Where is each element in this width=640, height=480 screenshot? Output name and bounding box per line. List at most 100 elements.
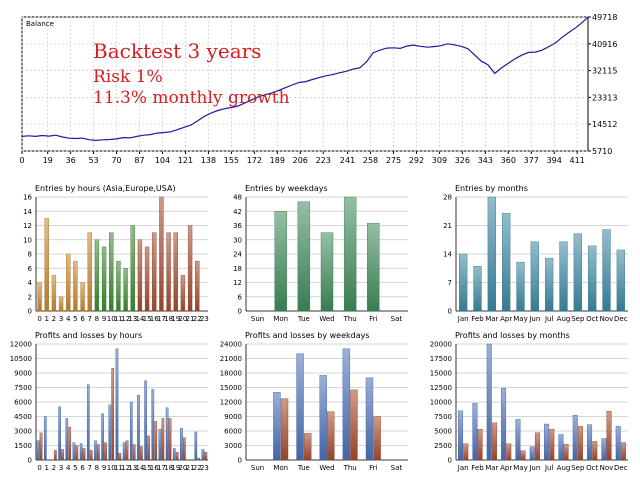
y-tick-label: 17500 [430,355,452,363]
balance-x-tick-label: 258 [363,156,378,165]
balance-y-tick-label: 14512 [592,120,617,129]
bar [137,239,143,312]
x-tick-label: Fri [369,464,377,472]
balance-x-tick-label: 36 [66,156,76,165]
x-tick-label: Sun [251,464,264,472]
profits-bar [572,415,578,461]
x-tick-label: Oct [586,464,598,472]
bar [180,275,186,312]
x-tick-label: 3 [59,315,63,323]
chart-title: Profits and losses by months [455,331,570,340]
profits-bar [319,375,327,461]
y-tick-label: 0 [238,308,242,316]
losses-bar [606,411,612,461]
y-tick-label: 1500 [14,442,32,450]
losses-bar [147,435,150,461]
profits-bar [365,377,374,461]
profits-bar [472,402,478,461]
x-tick-label: 17 [157,464,166,472]
y-tick-label: 12000 [220,399,242,407]
bar [66,253,71,312]
profits-bar [458,410,464,461]
bar [51,275,57,312]
profits-bar [529,446,535,461]
bar [58,296,64,312]
y-tick-label: 18 [233,265,242,273]
x-tick-label: Thu [343,315,357,323]
annotation-line-3: 11.3% monthly growth [93,88,290,108]
losses-bar [161,418,165,461]
chart-title: Entries by weekdays [245,184,328,193]
y-tick-label: 7500 [434,413,452,421]
balance-x-tick-label: 87 [134,156,144,165]
balance-x-tick-label: 223 [316,156,331,165]
x-tick-label: Mar [485,315,498,323]
bar [87,232,92,312]
y-tick-label: 12000 [10,341,32,349]
x-tick-label: 14 [135,315,144,323]
x-tick-label: 14 [135,464,144,472]
profits-bar [601,438,607,461]
x-tick-label: 5 [73,464,77,472]
balance-x-tick-label: 19 [43,156,53,165]
x-tick-label: May [513,464,527,472]
x-tick-label: 16 [150,464,159,472]
losses-bar [154,421,158,461]
x-tick-label: 2 [52,464,56,472]
x-tick-label: 6 [80,464,85,472]
x-tick-label: 15 [143,315,152,323]
bar [516,261,525,312]
losses-bar [350,389,358,461]
profits-bar [273,392,281,461]
y-tick-label: 0 [448,308,452,316]
losses-bar [61,449,64,461]
balance-x-tick-label: 53 [89,156,99,165]
x-tick-label: Mon [273,315,288,323]
x-tick-label: Wed [319,315,334,323]
y-tick-label: 28 [443,194,452,202]
balance-x-tick-label: 104 [155,156,170,165]
chart-title: Profits and losses by weekdays [245,331,370,340]
balance-y-tick-label: 23313 [592,93,617,102]
losses-bar [463,443,469,461]
y-tick-label: 15000 [430,370,452,378]
x-tick-label: 3 [59,464,63,472]
bar [166,232,171,312]
bar [487,196,496,312]
x-tick-label: 23 [200,315,209,323]
losses-bar [175,452,179,461]
x-tick-label: 4 [66,464,71,472]
x-tick-label: 8 [95,464,99,472]
bar [559,241,568,312]
profits-bar [151,389,155,461]
x-tick-label: 6 [80,315,85,323]
losses-bar [168,418,172,461]
balance-chart: 0 19 36 53 70 87 104 121 138 155 172 189 206 223 241 25… [19,13,617,165]
bar [502,213,511,312]
losses-bar [477,429,483,461]
balance-x-tick-label: 343 [478,156,493,165]
x-tick-label: 21 [186,315,195,323]
x-tick-label: 20 [178,315,187,323]
y-tick-label: 0 [28,457,32,465]
x-tick-label: 13 [128,315,137,323]
balance-y-tick-label: 5710 [592,147,612,156]
bar [73,260,78,312]
y-tick-label: 2 [28,293,32,301]
balance-x-tick-label: 206 [293,156,308,165]
x-tick-label: Wed [319,464,334,472]
x-tick-label: 7 [88,315,92,323]
losses-bar [491,422,497,461]
x-tick-label: Dec [614,315,628,323]
profits-bar [515,419,521,461]
bar [37,282,42,312]
losses-bar [373,416,381,461]
profits-bar [180,427,183,461]
y-tick-label: 36 [233,222,242,230]
losses-bar [39,432,43,461]
losses-bar [577,426,583,461]
x-tick-label: 2 [52,315,56,323]
losses-bar [549,429,555,461]
x-tick-label: 13 [128,464,137,472]
balance-x-tick-label: 377 [524,156,539,165]
